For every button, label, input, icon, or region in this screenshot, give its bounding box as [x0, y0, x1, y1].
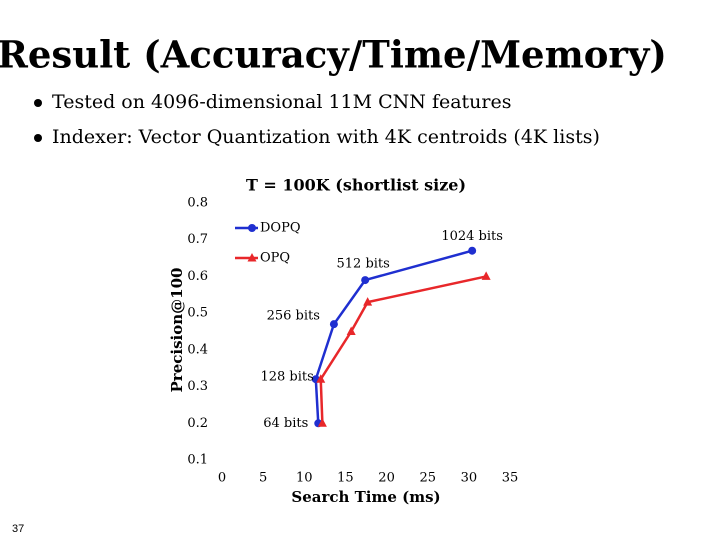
- x-tick-label: 15: [337, 471, 354, 486]
- series-line: [314, 249, 473, 424]
- x-tick-label: 10: [296, 471, 313, 486]
- annotation: 256 bits: [267, 309, 320, 324]
- point: [468, 246, 477, 255]
- series-line: [319, 275, 487, 424]
- point: [317, 418, 327, 427]
- point: [346, 326, 356, 335]
- point: [248, 224, 256, 232]
- slide-title: Result (Accuracy/Time/Memory): [0, 33, 667, 77]
- annotation: 512 bits: [337, 257, 390, 272]
- plot: 0.1 0.2 0.3 0.4 0.5 0.6 0.7 0.8 0 5 10 15 20 25 30 35 DO…: [187, 196, 518, 486]
- chart-title: T = 100K (shortlist size): [246, 176, 466, 195]
- y-axis-label: Precision@100: [168, 268, 186, 393]
- x-tick-label: 35: [502, 471, 519, 486]
- page-number: 37: [12, 523, 24, 535]
- bullet-dot: [34, 99, 42, 107]
- point: [481, 271, 491, 280]
- point: [247, 253, 257, 262]
- y-tick-label: 0.4: [187, 342, 208, 357]
- point: [361, 276, 370, 285]
- legend-label: OPQ: [260, 251, 290, 266]
- annotation: 64 bits: [263, 416, 308, 431]
- x-axis-label: Search Time (ms): [291, 488, 440, 506]
- legend-label: DOPQ: [260, 221, 301, 236]
- x-tick-label: 5: [259, 471, 267, 486]
- y-tick-label: 0.2: [187, 416, 208, 431]
- x-tick-label: 25: [419, 471, 436, 486]
- y-tick-label: 0.8: [187, 196, 208, 211]
- point: [329, 320, 338, 329]
- bullet: Tested on 4096-dimensional 11M CNN featu…: [52, 91, 512, 113]
- annotation: 128 bits: [260, 370, 313, 385]
- x-tick-label: 20: [378, 471, 395, 486]
- x-tick-label: 30: [461, 471, 478, 486]
- x-tick-label: 0: [218, 471, 226, 486]
- y-tick-label: 0.7: [187, 232, 208, 247]
- y-tick-label: 0.3: [187, 379, 208, 394]
- bullet: Indexer: Vector Quantization with 4K cen…: [52, 126, 600, 148]
- bullet-dot: [34, 134, 42, 142]
- y-tick-label: 0.5: [187, 306, 208, 321]
- y-tick-label: 0.6: [187, 269, 208, 284]
- y-tick-label: 0.1: [187, 453, 208, 468]
- annotation: 1024 bits: [441, 229, 503, 244]
- point: [316, 374, 326, 383]
- point: [363, 297, 373, 306]
